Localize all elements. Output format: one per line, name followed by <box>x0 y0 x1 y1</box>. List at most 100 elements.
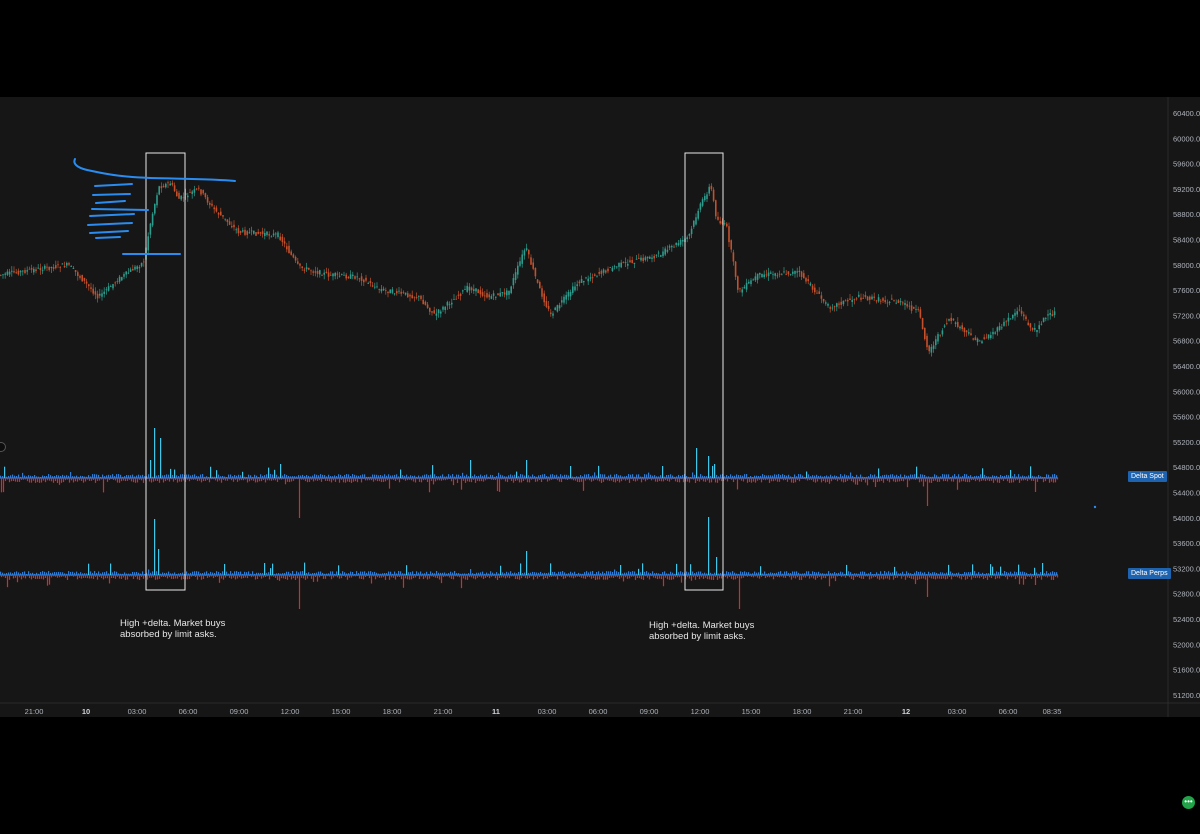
delta-bar-negative <box>590 575 593 579</box>
delta-bar-positive <box>966 474 968 478</box>
side-handle-icon[interactable] <box>0 442 6 452</box>
delta-bar-positive <box>576 573 578 575</box>
delta-bar-negative <box>316 478 319 481</box>
candle-body <box>402 292 405 293</box>
delta-bar-negative <box>934 575 937 580</box>
candle-body <box>1009 318 1012 320</box>
delta-bar-negative <box>792 575 795 578</box>
delta-bar-negative <box>28 478 31 483</box>
delta-bar-negative <box>640 478 643 483</box>
delta-bar-positive <box>508 572 510 575</box>
delta-perps-label[interactable]: Delta Perps <box>1128 568 1171 579</box>
delta-bar-positive <box>198 571 200 575</box>
delta-bar-positive <box>790 476 792 478</box>
annotation-left[interactable]: High +delta. Market buys absorbed by lim… <box>120 618 226 640</box>
delta-bar-positive <box>854 476 856 478</box>
delta-bar-positive <box>844 573 846 575</box>
delta-bar-positive <box>98 474 100 478</box>
price-tick-label: 60000.0 <box>1173 134 1200 143</box>
delta-bar-negative <box>946 478 949 482</box>
delta-bar-negative <box>878 478 881 482</box>
delta-bar-negative <box>430 575 433 577</box>
delta-bar-negative <box>464 478 467 483</box>
delta-bar-negative <box>300 478 303 480</box>
delta-bar-positive <box>448 474 450 478</box>
more-icon[interactable]: ••• <box>1182 796 1195 809</box>
delta-bar-negative <box>504 575 507 579</box>
candle-body <box>803 273 805 279</box>
delta-bar-negative <box>780 478 783 480</box>
delta-bar-negative <box>514 575 517 579</box>
highlight-box-right[interactable] <box>684 152 724 591</box>
delta-bar-positive <box>128 475 130 478</box>
delta-bar-positive <box>794 571 796 575</box>
delta-bar-positive <box>272 474 274 478</box>
delta-bar-negative <box>160 575 163 577</box>
delta-bar-negative <box>436 575 439 579</box>
delta-bar-positive <box>562 571 564 575</box>
delta-bar-negative <box>608 575 611 578</box>
delta-bar-positive <box>616 474 618 478</box>
delta-bar-positive <box>800 474 802 478</box>
delta-bar-negative <box>102 478 105 493</box>
delta-bar-positive <box>320 474 322 478</box>
delta-bar-negative <box>880 575 883 579</box>
delta-bar-negative <box>572 478 575 481</box>
delta-bar-negative <box>860 478 863 482</box>
candle-body <box>248 232 251 234</box>
candle-body <box>22 270 24 272</box>
delta-bar-negative <box>820 575 823 580</box>
delta-bar-positive <box>428 573 430 575</box>
candle-body <box>950 317 952 322</box>
delta-bar-positive <box>714 572 716 575</box>
candle-body <box>92 288 94 294</box>
delta-bar-positive <box>798 572 800 575</box>
candle-body <box>444 306 446 310</box>
delta-bar-negative <box>360 478 363 483</box>
delta-bar-negative <box>1024 478 1027 481</box>
delta-bar-positive <box>134 572 136 575</box>
delta-bar-negative <box>118 478 121 483</box>
highlight-box-left[interactable] <box>145 152 186 591</box>
candle-body <box>422 299 424 305</box>
delta-bar-negative <box>502 478 505 480</box>
delta-spot-label[interactable]: Delta Spot <box>1128 471 1167 482</box>
delta-bar-negative <box>154 575 157 580</box>
delta-bar-positive <box>320 571 322 575</box>
delta-bar-negative <box>388 575 391 580</box>
delta-bar-negative <box>996 575 999 579</box>
candle-body <box>910 305 913 311</box>
candle-body <box>825 302 827 304</box>
delta-bar-negative <box>506 575 509 578</box>
candle-body <box>765 274 768 276</box>
chart-panel[interactable]: 60400.0 60000.0 59600.0 59200.0 58800.0 58400… <box>0 97 1200 809</box>
delta-bar-positive <box>280 573 282 575</box>
delta-bar-positive <box>736 573 738 575</box>
delta-bar-positive <box>264 475 266 478</box>
delta-bar-negative <box>518 575 521 580</box>
delta-bar-negative <box>382 478 385 482</box>
chart-canvas[interactable]: 60400.060000.059600.059200.058800.058400… <box>0 97 1200 717</box>
candle-body <box>398 290 400 292</box>
annotation-right[interactable]: High +delta. Market buys absorbed by lim… <box>649 620 755 642</box>
freehand-drawing[interactable] <box>73 158 236 255</box>
delta-bar-negative <box>520 575 523 579</box>
price-axis[interactable]: 60400.060000.059600.059200.058800.058400… <box>1173 109 1200 700</box>
delta-bar-positive <box>64 573 66 575</box>
delta-bar-negative <box>26 575 29 577</box>
delta-bar-positive <box>774 573 776 575</box>
delta-bar-negative <box>126 575 129 580</box>
time-axis[interactable]: 21:00 10 03:00 06:00 09:00 12:00 15:00 18:00 21:… <box>25 707 1062 716</box>
delta-bar-negative <box>670 478 673 480</box>
delta-bar-negative <box>500 478 503 480</box>
delta-bar-positive <box>650 474 652 478</box>
delta-bar-negative <box>394 478 397 481</box>
delta-bar-positive <box>986 573 988 575</box>
delta-bar-positive <box>880 476 882 478</box>
delta-bar-positive <box>592 475 594 478</box>
delta-bar-positive <box>314 474 316 478</box>
delta-bar-positive <box>542 573 544 575</box>
candle-body <box>492 293 495 296</box>
delta-bar-negative <box>1042 478 1045 483</box>
delta-bar-positive <box>178 573 180 575</box>
